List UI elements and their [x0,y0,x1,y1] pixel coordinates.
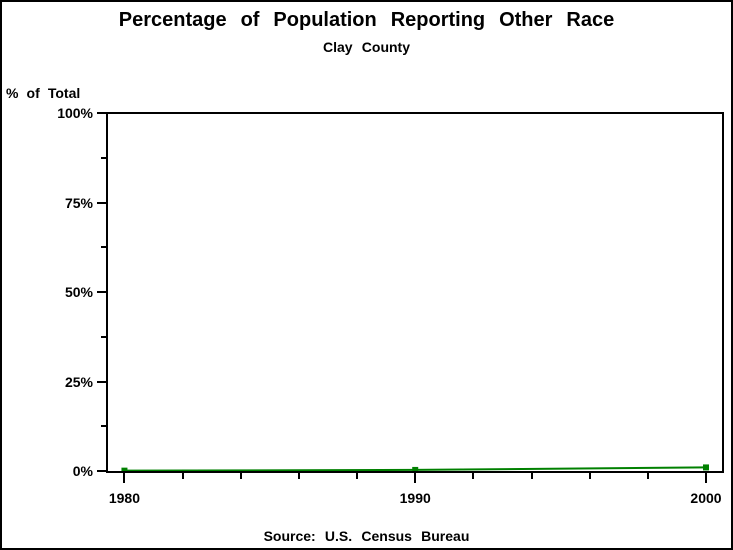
x-tick-label: 1980 [108,490,141,506]
y-tick-label: 0% [72,463,93,479]
source-note: Source: U.S. Census Bureau [263,528,470,544]
y-tick-major [97,201,107,204]
y-tick-label: 75% [64,194,93,211]
x-tick-label: 1990 [399,490,431,506]
y-tick-major [97,291,107,293]
y-tick-minor [101,156,107,159]
data-point-marker [412,466,419,471]
y-axis-title: % of Total [6,85,81,101]
x-tick-minor [239,473,242,479]
y-tick-minor [101,425,107,428]
y-tick-major [97,470,107,472]
x-tick-major [705,473,707,483]
plot-area [106,112,724,473]
chart-title: Percentage of Population Reporting Other… [118,9,615,31]
x-tick-major [123,473,126,483]
x-tick-minor [588,473,591,479]
data-series-svg [121,464,710,471]
x-tick-minor [646,473,649,479]
x-tick-major [414,473,417,483]
y-tick-major [97,112,107,114]
data-point-marker [703,464,710,471]
y-tick-major [97,380,107,383]
y-tick-label: 100% [57,105,93,121]
x-tick-minor [181,473,184,479]
y-tick-minor [101,335,107,338]
x-tick-minor [297,473,300,479]
data-point-marker [121,467,128,471]
chart-subtitle: Clay County [323,39,410,55]
y-tick-label: 25% [64,373,93,390]
y-tick-minor [101,246,107,249]
x-tick-minor [530,473,533,479]
y-tick-label: 50% [64,284,93,300]
x-tick-minor [356,473,359,479]
x-tick-label: 2000 [690,490,722,506]
x-tick-minor [472,473,475,479]
